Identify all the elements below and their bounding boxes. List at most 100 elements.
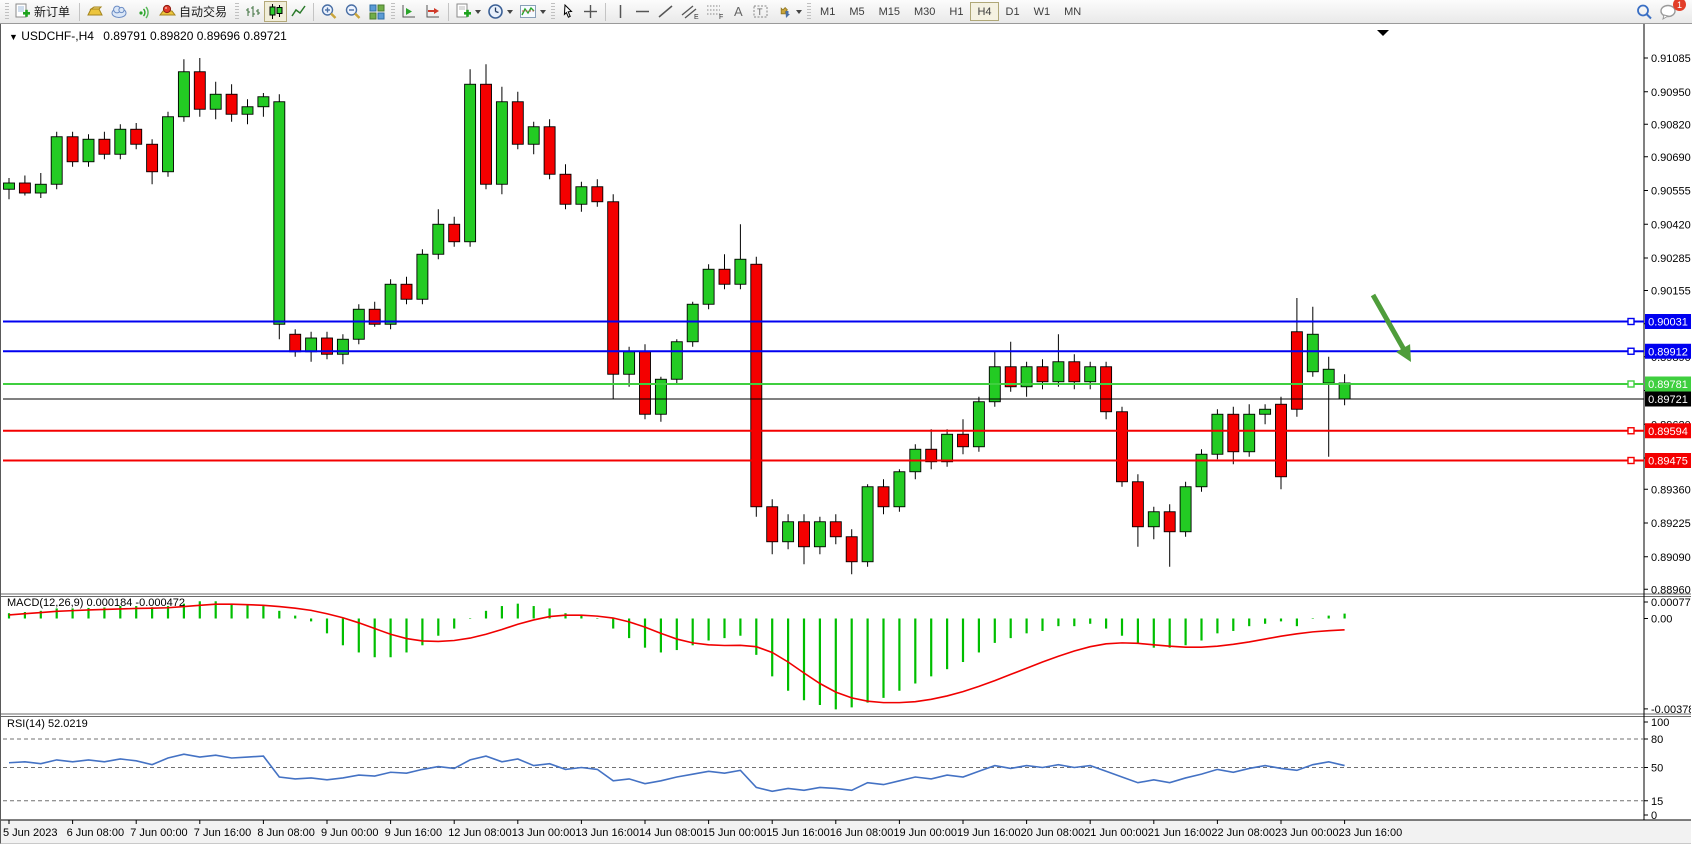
toolbar-drag-handle[interactable] (391, 3, 396, 20)
trendline-icon (658, 5, 673, 18)
equidistant-channel-button[interactable]: E (677, 1, 702, 22)
zoom-out-button[interactable] (341, 1, 365, 22)
chat-bubble-icon (1660, 4, 1676, 20)
chart-ohlc-values: 0.89791 0.89820 0.89696 0.89721 (103, 29, 287, 43)
svg-text:A: A (734, 4, 743, 19)
vertical-line-button[interactable] (609, 1, 631, 22)
crosshair-button[interactable] (579, 1, 602, 22)
timeframe-button-H4[interactable]: H4 (970, 2, 999, 21)
tile-windows-icon (369, 4, 385, 20)
svg-text:0.90950: 0.90950 (1651, 87, 1691, 99)
svg-text:15 Jun 16:00: 15 Jun 16:00 (766, 827, 830, 839)
svg-text:7 Jun 16:00: 7 Jun 16:00 (194, 827, 252, 839)
indicators-button[interactable] (516, 1, 549, 22)
svg-text:6 Jun 08:00: 6 Jun 08:00 (67, 827, 125, 839)
cloud-tool-button[interactable] (107, 1, 131, 22)
search-button[interactable] (1632, 1, 1656, 22)
svg-text:-0.003782: -0.003782 (1651, 704, 1691, 716)
gold-bar-icon (87, 6, 103, 16)
toolbar: 新订单 自动交易 (0, 0, 1692, 24)
templates-dropdown-caret (475, 9, 482, 14)
svg-text:15 Jun 00:00: 15 Jun 00:00 (703, 827, 767, 839)
bar-chart-button[interactable] (241, 1, 264, 22)
svg-text:9 Jun 00:00: 9 Jun 00:00 (321, 827, 379, 839)
line-chart-button[interactable] (287, 1, 310, 22)
chart-window: 0.91085 0.90950 0.90820 0.90690 0.90555 0.904… (0, 24, 1691, 844)
svg-text:0.90555: 0.90555 (1651, 186, 1691, 198)
toolbar-drag-handle[interactable] (551, 3, 556, 20)
auto-trading-button[interactable]: 自动交易 (155, 1, 233, 22)
svg-text:0.89360: 0.89360 (1651, 484, 1691, 496)
svg-text:21 Jun 16:00: 21 Jun 16:00 (1148, 827, 1212, 839)
svg-text:23 Jun 00:00: 23 Jun 00:00 (1275, 827, 1339, 839)
trendline-button[interactable] (654, 1, 677, 22)
svg-text:21 Jun 00:00: 21 Jun 00:00 (1084, 827, 1148, 839)
timeframe-button-M5[interactable]: M5 (842, 2, 871, 21)
toolbar-drag-handle[interactable] (807, 3, 812, 20)
toolbar-drag-handle[interactable] (5, 3, 9, 20)
cursor-button[interactable] (557, 1, 579, 22)
fibonacci-icon: F (707, 5, 723, 20)
toolbar-separator (313, 2, 315, 21)
templates-button[interactable] (452, 1, 484, 22)
tile-windows-button[interactable] (365, 1, 389, 22)
svg-text:0.89594: 0.89594 (1648, 426, 1688, 438)
svg-text:0.90820: 0.90820 (1651, 119, 1691, 131)
toolbar-separator (79, 2, 81, 21)
svg-text:9 Jun 16:00: 9 Jun 16:00 (385, 827, 443, 839)
gold-tool-button[interactable] (83, 1, 107, 22)
svg-text:0.89225: 0.89225 (1651, 518, 1691, 530)
svg-text:0.90285: 0.90285 (1651, 253, 1691, 265)
toolbar-drag-handle[interactable] (235, 3, 240, 20)
timeframe-button-M1[interactable]: M1 (813, 2, 842, 21)
arrows-button[interactable] (773, 1, 805, 22)
timeframe-button-H1[interactable]: H1 (942, 2, 970, 21)
timeframe-button-M15[interactable]: M15 (872, 2, 907, 21)
signal-tool-button[interactable] (131, 1, 155, 22)
timeframe-button-D1[interactable]: D1 (999, 2, 1027, 21)
svg-text:14 Jun 08:00: 14 Jun 08:00 (639, 827, 703, 839)
svg-text:23 Jun 16:00: 23 Jun 16:00 (1339, 827, 1403, 839)
horizontal-line-icon (636, 10, 650, 13)
line-chart-icon (291, 5, 306, 17)
timeframe-button-M30[interactable]: M30 (907, 2, 942, 21)
fibonacci-button[interactable]: F (702, 1, 727, 22)
auto-scroll-icon (402, 5, 416, 18)
new-order-button[interactable]: 新订单 (11, 1, 76, 22)
chart-shift-button[interactable] (421, 1, 445, 22)
timeframe-group: M1 M5 M15 M30 H1 H4 D1 W1 MN (813, 2, 1088, 21)
periods-button[interactable] (484, 1, 516, 22)
candlestick-chart-button[interactable] (264, 1, 288, 22)
notification-badge: 1 (1673, 0, 1686, 11)
toolbar-separator (448, 2, 450, 21)
svg-text:12 Jun 08:00: 12 Jun 08:00 (448, 827, 512, 839)
svg-text:0.00: 0.00 (1651, 614, 1672, 626)
horizontal-line-button[interactable] (631, 1, 654, 22)
svg-text:19 Jun 16:00: 19 Jun 16:00 (957, 827, 1021, 839)
text-label-button[interactable]: T (749, 1, 773, 22)
vertical-line-icon (619, 5, 621, 18)
candlestick-chart-icon (269, 4, 283, 19)
zoom-in-icon (321, 4, 337, 19)
svg-text:0.89475: 0.89475 (1648, 456, 1688, 468)
auto-scroll-button[interactable] (397, 1, 421, 22)
zoom-in-button[interactable] (317, 1, 341, 22)
text-button[interactable]: A (727, 1, 749, 22)
svg-text:0.88960: 0.88960 (1651, 584, 1691, 596)
new-order-icon (15, 3, 30, 18)
auto-trading-label: 自动交易 (179, 5, 228, 19)
notifications-button[interactable]: 1 (1656, 0, 1686, 22)
svg-text:E: E (694, 14, 699, 20)
chart-canvas[interactable]: 0.91085 0.90950 0.90820 0.90690 0.90555 0.904… (1, 24, 1691, 843)
svg-text:80: 80 (1651, 734, 1663, 746)
template-icon (456, 3, 472, 18)
svg-text:F: F (719, 14, 723, 20)
toolbar-separator (605, 2, 607, 21)
title-collapse-icon[interactable]: ▼ (9, 32, 18, 42)
timeframe-button-W1[interactable]: W1 (1027, 2, 1058, 21)
svg-text:0.89912: 0.89912 (1648, 346, 1688, 358)
timeframe-button-MN[interactable]: MN (1057, 2, 1088, 21)
svg-text:50: 50 (1651, 763, 1663, 775)
svg-text:0.91085: 0.91085 (1651, 53, 1691, 65)
svg-text:13 Jun 00:00: 13 Jun 00:00 (512, 827, 576, 839)
